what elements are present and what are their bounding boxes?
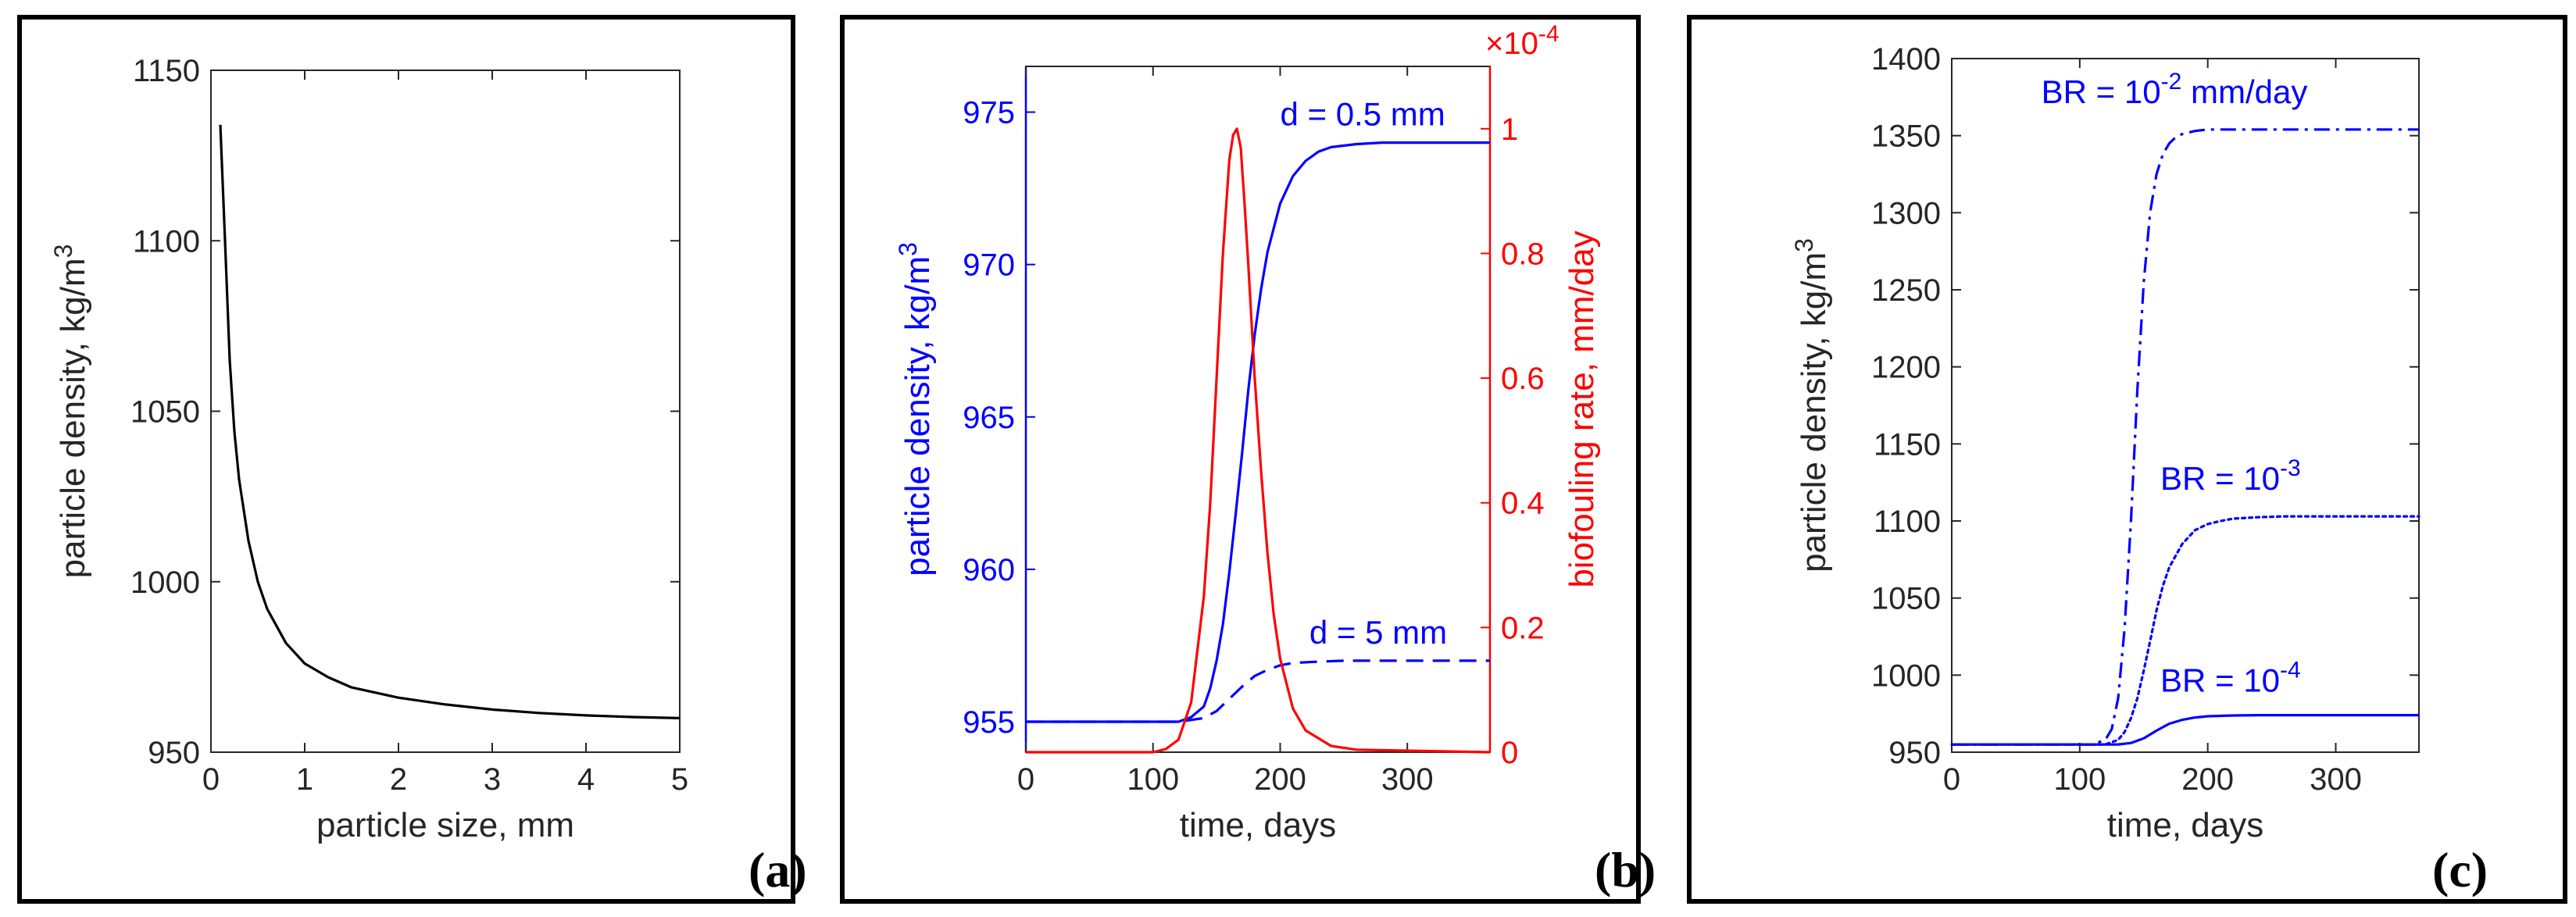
panel-frame [1687, 15, 2567, 904]
y-right-tick-label: 0.8 [1501, 237, 1545, 271]
y-tick-label: 950 [148, 736, 200, 770]
y-tick-label: 975 [963, 96, 1015, 130]
x-tick-label: 0 [1943, 762, 1960, 797]
y-tick-label: 1150 [1874, 427, 1941, 462]
panel-c: 0 100 200 300 950 1000 1050 1100 1150 1200 1250 130… [1687, 15, 2567, 904]
annotation-exponent: -2 [2161, 69, 2182, 95]
y-tick-label: 950 [1888, 736, 1941, 770]
y-axis-label-exponent: 3 [894, 242, 922, 256]
y-tick-label: 1100 [1874, 505, 1941, 539]
right-axis-exponent: ×10-4 [1485, 21, 1560, 61]
panel-a: 0 1 2 3 4 5 950 1000 1050 1100 1150 particle size, … [17, 15, 807, 904]
series-line-biofouling-rate [1026, 127, 1491, 754]
y-tick-label: 1050 [1871, 582, 1941, 616]
y-tick-label: 1000 [130, 566, 200, 600]
y-tick-label: 1100 [133, 224, 200, 259]
y-right-tick-label: 0.4 [1501, 487, 1545, 521]
x-tick-label: 100 [1127, 762, 1179, 797]
y-tick-label: 1300 [1871, 196, 1941, 230]
y-tick-label: 1000 [1871, 658, 1941, 693]
series-line-d-5-mm [1026, 659, 1490, 723]
annotation-br-4: BR = 10-4 [2160, 658, 2301, 699]
y-axis-label-exponent: 3 [1790, 238, 1818, 252]
y-right-tick-label: 0.2 [1501, 611, 1545, 645]
x-tick-label: 1 [296, 762, 313, 797]
x-tick-label: 300 [2310, 762, 2362, 797]
x-tick-label: 100 [2053, 762, 2106, 797]
y-tick-label: 1350 [1871, 120, 1941, 154]
x-tick-label: 5 [671, 762, 688, 797]
y-tick-label: 1400 [1871, 42, 1941, 77]
y-tick-label: 1050 [130, 395, 200, 430]
y-axis-label: particle density, kg/m3 [49, 244, 92, 579]
y-axis-label-exponent: 3 [49, 244, 77, 259]
x-tick-label: 2 [390, 762, 407, 797]
series-line-d-0-5-mm [1026, 141, 1490, 723]
x-axis-label: time, days [2107, 806, 2264, 844]
y-tick-label: 970 [963, 248, 1015, 283]
x-tick-label: 0 [1017, 762, 1034, 797]
y-axis-label: particle density, kg/m3 [894, 242, 937, 576]
x-tick-label: 300 [1381, 762, 1434, 797]
right-axis-exponent-power: -4 [1538, 21, 1560, 47]
panel-b: 0 100 200 300 955 960 965 970 975 0 0.2 0.4 0.6 0.8 1 ×… [840, 15, 1656, 904]
x-axis-label: time, days [1180, 806, 1337, 844]
series-line-br-1e-4 [1952, 713, 2419, 746]
x-tick-label: 4 [577, 762, 595, 797]
panel-label: (b) [1595, 842, 1656, 897]
y-right-tick-label: 1 [1501, 112, 1518, 147]
panel-frame [17, 15, 795, 904]
x-tick-label: 200 [1254, 762, 1306, 797]
x-tick-label: 200 [2181, 762, 2234, 797]
y-right-tick-label: 0.6 [1501, 362, 1545, 396]
annotation-exponent: -3 [2280, 455, 2301, 481]
x-tick-label: 3 [484, 762, 501, 797]
y-right-axis-label: biofouling rate, mm/day [1563, 230, 1601, 587]
panel-frame [840, 15, 1641, 904]
panel-label: (c) [2432, 842, 2488, 897]
plot-area [210, 70, 681, 753]
y-tick-label: 955 [963, 705, 1015, 740]
y-tick-label: 960 [963, 553, 1015, 587]
y-tick-label: 1150 [133, 54, 200, 88]
annotation-exponent: -4 [2280, 658, 2301, 683]
panel-label: (a) [749, 842, 807, 897]
y-tick-label: 1200 [1871, 351, 1941, 385]
annotation-d-0-5mm: d = 0.5 mm [1280, 96, 1445, 133]
annotation-unit: mm/day [2181, 73, 2307, 110]
y-axis-label: particle density, kg/m3 [1790, 238, 1833, 573]
series-line-br-1e-3 [1950, 515, 2421, 746]
x-axis-label: particle size, mm [316, 806, 574, 844]
y-tick-label: 1250 [1871, 273, 1941, 308]
y-right-tick-label: 0 [1501, 736, 1518, 770]
x-tick-label: 0 [202, 762, 220, 797]
plot-area [1951, 58, 2420, 753]
y-tick-label: 965 [963, 401, 1015, 435]
series-line-density-vs-size [219, 124, 681, 719]
annotation-br-3: BR = 10-3 [2160, 455, 2301, 497]
annotation-d-5mm: d = 5 mm [1309, 614, 1447, 651]
